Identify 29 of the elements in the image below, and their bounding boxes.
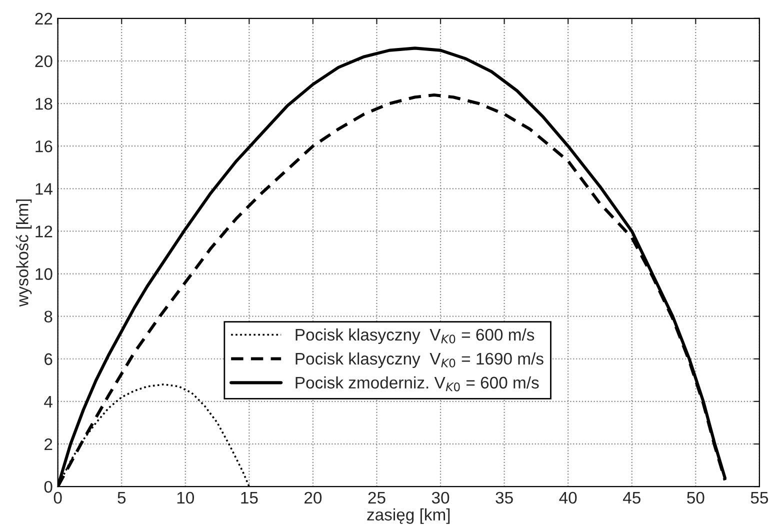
legend-label: Pocisk klasyczny V$_{K0}$ = 600 m/s — [296, 328, 534, 344]
x-tick-label: 15 — [241, 492, 258, 504]
y-tick-label: 18 — [36, 98, 52, 110]
x-tick-label: 30 — [432, 492, 450, 504]
x-tick-label: 20 — [304, 492, 322, 504]
y-tick-label: 22 — [35, 12, 52, 24]
x-tick-label: 55 — [750, 492, 768, 504]
y-tick-label: 20 — [35, 55, 52, 68]
y-tick-label: 12 — [36, 226, 52, 238]
y-tick-label: 2 — [44, 438, 52, 450]
y-axis-title: wysokość [km] — [16, 199, 32, 307]
legend-label: Pocisk zmoderniz. V$_{K0}$ = 600 m/s — [296, 376, 539, 392]
x-tick-label: 40 — [559, 492, 577, 504]
x-tick-label: 35 — [496, 492, 513, 504]
y-tick-label: 10 — [36, 268, 52, 280]
x-axis-title: zasięg [km] — [367, 508, 450, 524]
x-tick-label: 0 — [54, 492, 62, 504]
x-tick-label: 5 — [118, 492, 126, 504]
y-tick-label: 8 — [44, 310, 52, 323]
y-tick-label: 0 — [44, 480, 52, 493]
x-tick-label: 50 — [687, 492, 704, 504]
legend-label: Pocisk klasyczny V$_{K0}$ = 1690 m/s — [296, 352, 544, 368]
y-tick-label: 14 — [36, 183, 52, 195]
y-tick-label: 16 — [36, 140, 52, 152]
y-tick-label: 6 — [44, 353, 52, 366]
y-tick-label: 4 — [44, 396, 52, 408]
x-tick-label: 45 — [622, 492, 640, 504]
x-tick-label: 10 — [177, 492, 194, 504]
x-tick-label: 25 — [368, 492, 386, 504]
